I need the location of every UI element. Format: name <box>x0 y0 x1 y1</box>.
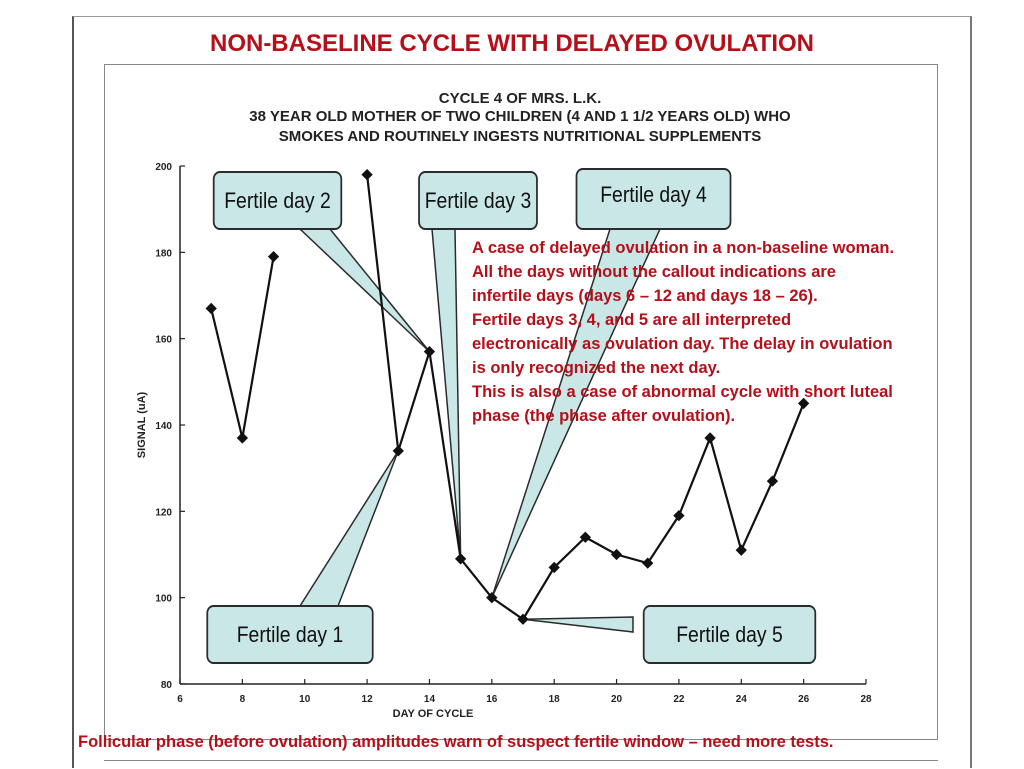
note-line: This is also a case of abnormal cycle wi… <box>472 383 893 401</box>
x-tick-label: 20 <box>611 694 623 705</box>
data-point <box>392 445 404 457</box>
data-point <box>517 613 529 625</box>
pointer-fertile-day-1 <box>298 450 399 607</box>
callout-fertile-day-2: Fertile day 2 <box>212 171 343 230</box>
x-tick-label: 24 <box>736 694 748 705</box>
chart-axes: 80 100 120 140 160 180 200 6 8 10 12 14 16 18 20 22 24 26… <box>136 162 872 720</box>
note-line: phase (the phase after ovulation). <box>472 407 736 425</box>
x-tick-label: 22 <box>673 694 685 705</box>
callout-fertile-day-4: Fertile day 4 <box>575 168 732 230</box>
data-point <box>361 168 373 181</box>
y-tick-label: 80 <box>161 680 173 691</box>
x-tick-label: 10 <box>299 694 311 705</box>
x-tick-label: 18 <box>549 694 561 705</box>
y-tick-label: 140 <box>155 421 172 432</box>
pointer-fertile-day-5 <box>522 616 634 633</box>
x-tick-label: 26 <box>798 694 810 705</box>
y-tick-label: 100 <box>155 594 172 605</box>
note-line: Fertile days 3, 4, and 5 are all interpr… <box>472 311 792 329</box>
data-point <box>797 397 810 410</box>
y-axis-label: SIGNAL (uA) <box>136 391 148 458</box>
data-point <box>642 557 654 569</box>
data-point <box>766 475 779 487</box>
y-tick-label: 200 <box>155 162 172 173</box>
y-tick-label: 160 <box>155 335 172 346</box>
data-point <box>205 302 217 315</box>
x-tick-label: 16 <box>486 694 498 705</box>
note-line: A case of delayed ovulation in a non-bas… <box>472 239 895 257</box>
pointer-fertile-day-2 <box>298 228 431 353</box>
bottom-frame <box>104 760 938 769</box>
callout-fertile-day-1: Fertile day 1 <box>206 605 374 664</box>
x-tick-label: 14 <box>424 694 436 705</box>
data-point <box>236 432 249 444</box>
data-point <box>454 553 467 565</box>
series-line-segment-1 <box>210 256 275 439</box>
callout-fertile-day-3: Fertile day 3 <box>418 171 538 230</box>
chart-subtitle-line2: 38 YEAR OLD MOTHER OF TWO CHILDREN (4 AN… <box>249 108 791 125</box>
data-point <box>579 531 592 543</box>
footer-note: Follicular phase (before ovulation) ampl… <box>78 733 834 751</box>
x-tick-label: 28 <box>860 694 872 705</box>
data-point <box>267 250 280 263</box>
data-point <box>704 432 716 444</box>
x-tick-label: 12 <box>362 694 374 705</box>
page-title: NON-BASELINE CYCLE WITH DELAYED OVULATIO… <box>209 30 815 57</box>
data-point <box>735 544 747 556</box>
data-point <box>423 345 436 358</box>
plot-area <box>205 168 810 625</box>
y-tick-label: 180 <box>155 248 172 259</box>
x-tick-label: 6 <box>177 694 183 705</box>
chart-subtitle-line1: CYCLE 4 OF MRS. L.K. <box>438 90 602 107</box>
note-line: All the days without the callout indicat… <box>472 263 836 281</box>
chart-subtitle-line3: SMOKES AND ROUTINELY INGESTS NUTRITIONAL… <box>278 128 762 145</box>
note-line: infertile days (days 6 – 12 and days 18 … <box>472 287 818 305</box>
x-axis-label: DAY OF CYCLE <box>393 708 474 720</box>
y-tick-label: 120 <box>155 507 172 518</box>
data-point <box>673 509 685 522</box>
callout-fertile-day-5: Fertile day 5 <box>642 605 817 664</box>
data-point <box>548 561 560 574</box>
note-line: is only recognized the next day. <box>472 359 721 377</box>
chart-frame <box>104 64 938 740</box>
data-point <box>486 592 498 604</box>
annotation-note: A case of delayed ovulation in a non-bas… <box>472 236 894 428</box>
slide-frame <box>72 16 972 768</box>
note-line: electronically as ovulation day. The del… <box>472 335 893 353</box>
data-point <box>610 548 623 561</box>
x-tick-label: 8 <box>240 694 246 705</box>
